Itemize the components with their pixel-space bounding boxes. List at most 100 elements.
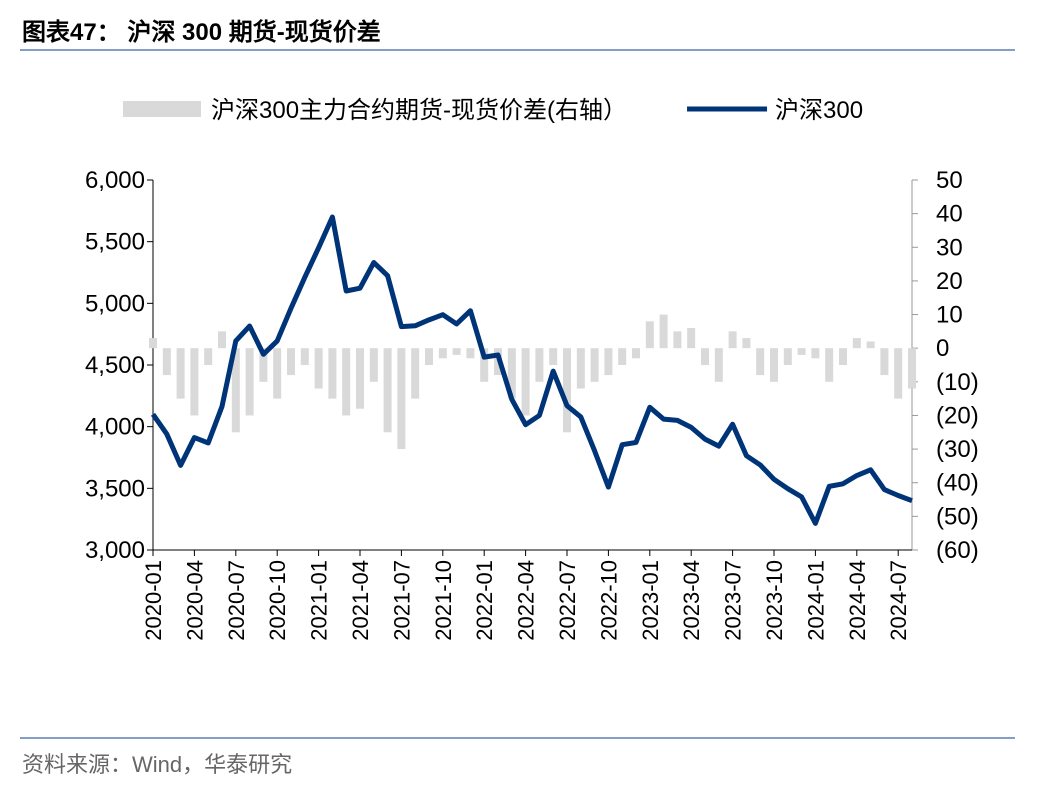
bar	[742, 338, 751, 349]
y-tick-label: 3,500	[85, 475, 145, 502]
bar	[204, 348, 213, 365]
y2-tick-label: 50	[936, 167, 963, 194]
bar	[535, 348, 544, 382]
bar	[452, 348, 461, 355]
x-tick-label: 2022-10	[596, 560, 621, 641]
bar	[287, 348, 295, 376]
bar	[783, 348, 792, 365]
x-tick-label: 2023-07	[721, 560, 746, 641]
bar	[162, 348, 171, 376]
x-tick-label: 2023-04	[679, 560, 704, 641]
bar	[797, 348, 806, 355]
x-tick-label: 2023-01	[638, 560, 663, 641]
y2-tick-label: 20	[936, 268, 963, 295]
y2-tick-label: 40	[936, 201, 963, 228]
bar	[659, 314, 668, 349]
line	[150, 214, 913, 526]
y2-tick-label: 0	[936, 335, 949, 362]
bar	[438, 348, 447, 359]
bar	[231, 348, 240, 433]
bar	[852, 338, 861, 349]
x-tick-label: 2021-04	[348, 560, 373, 641]
bar	[356, 348, 364, 409]
bar	[728, 331, 737, 349]
bar	[687, 328, 696, 349]
y-tick-label: 5,000	[85, 290, 145, 317]
bar	[811, 348, 820, 359]
bar	[549, 348, 558, 365]
legend-label: 沪深300主力合约期货-现货价差(右轴）	[211, 97, 627, 124]
chart-title: 图表47： 沪深 300 期货-现货价差	[22, 18, 381, 46]
y-tick-label: 3,000	[85, 537, 145, 564]
bar	[480, 348, 489, 382]
bar	[425, 348, 433, 365]
bar	[673, 331, 682, 349]
x-tick-label: 2024-01	[803, 560, 828, 641]
bar	[756, 348, 765, 376]
x-tick-label: 2020-01	[141, 560, 166, 641]
legend-label: 沪深300	[775, 97, 863, 124]
bar	[314, 348, 323, 389]
bar	[328, 348, 337, 399]
bar	[576, 348, 585, 389]
bar	[604, 348, 613, 376]
bar	[466, 348, 475, 359]
bar	[383, 348, 392, 433]
bar	[342, 348, 351, 416]
bar	[645, 321, 654, 349]
y2-tick-label: (20)	[936, 402, 979, 429]
bar	[259, 348, 268, 382]
bar	[369, 348, 378, 382]
bar	[273, 348, 282, 399]
bar	[701, 348, 709, 365]
bar	[300, 348, 309, 365]
bar	[521, 348, 530, 416]
bar	[149, 338, 157, 349]
bar	[176, 348, 185, 399]
y-tick-label: 6,000	[85, 167, 145, 194]
bar	[894, 348, 903, 399]
bar	[507, 348, 516, 399]
bar	[218, 331, 226, 349]
y-tick-label: 4,000	[85, 414, 145, 441]
x-tick-label: 2023-10	[762, 560, 787, 641]
bar	[825, 348, 834, 382]
x-tick-label: 2021-07	[389, 560, 414, 641]
bar	[411, 348, 420, 399]
bar	[770, 348, 778, 382]
bar	[908, 348, 916, 389]
x-tick-label: 2020-04	[182, 560, 207, 641]
bar	[190, 348, 199, 416]
bar	[397, 348, 406, 450]
y-tick-label: 4,500	[85, 352, 145, 379]
source: 资料来源：Wind，华泰研究	[22, 752, 292, 777]
y2-tick-label: (40)	[936, 470, 979, 497]
x-tick-label: 2022-07	[555, 560, 580, 641]
bar	[839, 348, 847, 365]
bar	[618, 348, 627, 365]
x-tick-label: 2022-04	[514, 560, 539, 641]
y2-tick-label: (60)	[936, 537, 979, 564]
x-tick-label: 2024-04	[845, 560, 870, 641]
x-tick-label: 2022-01	[472, 560, 497, 641]
bar	[245, 348, 254, 416]
y2-tick-label: (30)	[936, 436, 979, 463]
x-tick-label: 2020-10	[265, 560, 290, 641]
bar	[866, 341, 875, 349]
bar	[714, 348, 723, 382]
x-tick-label: 2024-07	[886, 560, 911, 641]
x-tick-label: 2021-10	[431, 560, 456, 641]
x-tick-label: 2020-07	[224, 560, 249, 641]
bar	[590, 348, 599, 382]
y2-tick-label: (10)	[936, 369, 979, 396]
bar	[563, 348, 571, 433]
bar	[632, 348, 640, 359]
x-tick-label: 2021-01	[307, 560, 332, 641]
y2-tick-label: 10	[936, 302, 963, 329]
y-tick-label: 5,500	[85, 229, 145, 256]
y2-tick-label: 30	[936, 234, 963, 261]
y2-tick-label: (50)	[936, 503, 979, 530]
bar	[880, 348, 889, 376]
legend-swatch	[123, 101, 201, 117]
